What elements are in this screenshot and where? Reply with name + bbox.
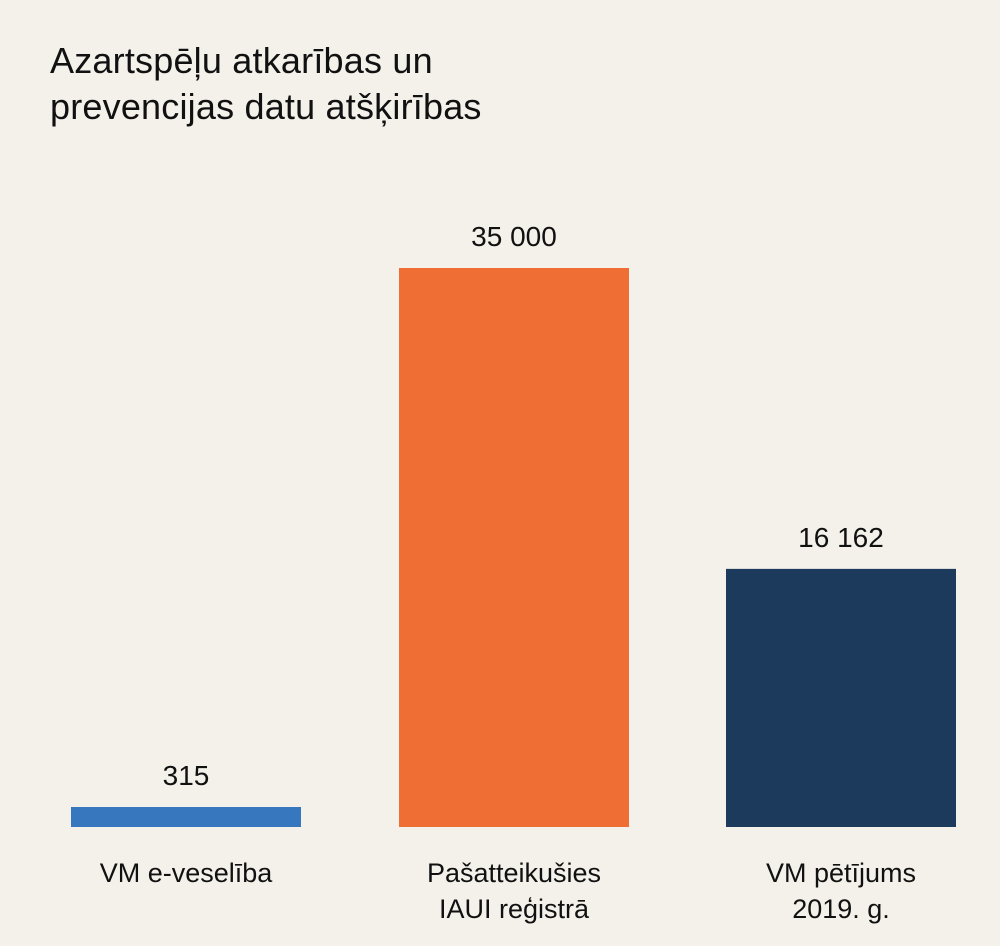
category-label-3-line-1: VM pētījums [766,858,916,888]
bar-1 [71,807,301,827]
category-label-3-line-2: 2019. g. [792,894,890,924]
bar-value-label-2: 35 000 [471,221,557,252]
bar-2 [399,268,629,827]
bar-value-label-1: 315 [163,760,210,791]
chart-title: Azartspēļu atkarības un prevencijas datu… [50,38,670,130]
category-label-1-line-1: VM e-veselība [100,858,274,888]
category-label-2-line-1: Pašatteikušies [427,858,601,888]
chart-title-line-1: Azartspēļu atkarības un [50,40,433,81]
bar-3 [726,568,956,827]
category-label-2-line-2: IAUI reģistrā [439,894,590,924]
bar-value-label-3: 16 162 [798,522,884,553]
chart-title-line-2: prevencijas datu atšķirības [50,86,482,127]
